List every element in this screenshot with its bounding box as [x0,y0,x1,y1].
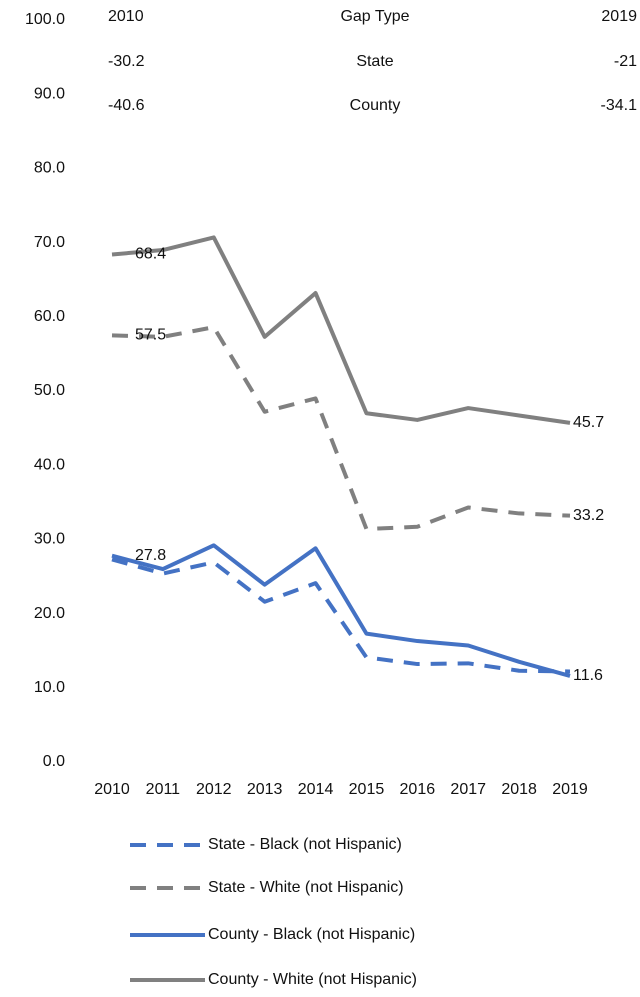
series-line [111,325,571,532]
legend-label: State - Black (not Hispanic) [208,836,402,853]
y-tick-label: 30.0 [34,531,65,548]
data-label: 57.5 [135,327,166,344]
x-tick-label: 2013 [247,781,283,798]
x-tick-label: 2016 [400,781,436,798]
y-tick-label: 90.0 [34,85,65,102]
table-cell: -30.2 [108,53,145,70]
table-header: Gap Type [340,8,409,25]
y-tick-label: 60.0 [34,308,65,325]
series-line [111,543,571,678]
data-label: 27.8 [135,547,166,564]
y-tick-label: 70.0 [34,234,65,251]
x-tick-label: 2019 [552,781,588,798]
data-label: 68.4 [135,246,166,263]
table-cell: -40.6 [108,97,145,114]
y-tick-label: 80.0 [34,160,65,177]
x-tick-label: 2018 [501,781,537,798]
x-tick-label: 2014 [298,781,334,798]
table-cell: County [350,97,401,114]
table-cell: -21 [614,53,637,70]
data-label: 11.6 [573,667,603,684]
table-header: 2010 [108,8,144,25]
series-line [111,557,571,674]
y-tick-label: 10.0 [34,679,65,696]
series-line [111,235,571,425]
x-tick-label: 2015 [349,781,385,798]
y-tick-label: 20.0 [34,605,65,622]
x-tick-label: 2010 [94,781,130,798]
legend-label: County - White (not Hispanic) [208,971,417,988]
x-tick-label: 2012 [196,781,232,798]
data-label: 45.7 [573,414,604,431]
table-header: 2019 [601,8,637,25]
legend-label: County - Black (not Hispanic) [208,926,415,943]
y-tick-label: 50.0 [34,382,65,399]
x-tick-label: 2011 [146,781,181,798]
table-cell: State [356,53,393,70]
y-tick-label: 40.0 [34,456,65,473]
y-tick-label: 100.0 [25,11,65,28]
legend-label: State - White (not Hispanic) [208,879,404,896]
data-label: 33.2 [573,507,604,524]
table-cell: -34.1 [601,97,638,114]
y-tick-label: 0.0 [43,753,65,770]
x-tick-label: 2017 [450,781,486,798]
